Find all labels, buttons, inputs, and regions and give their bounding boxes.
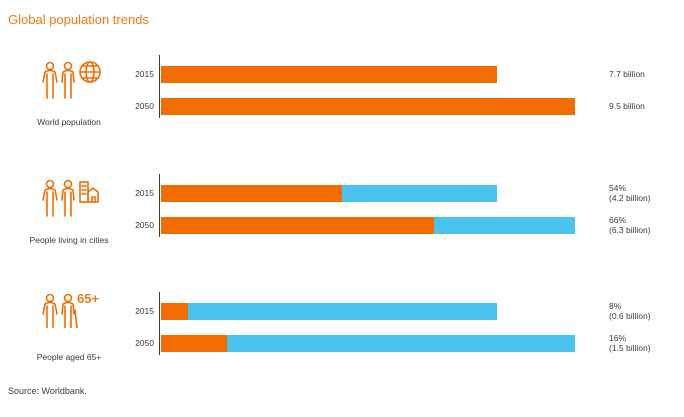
value-label: 54% (4.2 billion) bbox=[609, 183, 651, 203]
bar bbox=[161, 217, 575, 234]
bar-segment-share bbox=[161, 66, 497, 83]
bar bbox=[161, 185, 497, 202]
bar-segment-rest bbox=[227, 335, 575, 352]
group-label: People living in cities bbox=[29, 235, 109, 245]
value-label: 8% (0.6 billion) bbox=[609, 301, 651, 321]
axis-line bbox=[159, 174, 160, 237]
bar bbox=[161, 66, 497, 83]
bar-segment-rest bbox=[434, 217, 575, 234]
bar-segment-rest bbox=[342, 185, 497, 202]
bar-segment-share bbox=[161, 217, 434, 234]
group-label: World population bbox=[37, 117, 101, 127]
bar bbox=[161, 303, 497, 320]
bar bbox=[161, 335, 575, 352]
year-label: 2015 bbox=[135, 188, 154, 198]
year-label: 2015 bbox=[135, 306, 154, 316]
couple-globe-icon bbox=[40, 60, 104, 105]
axis-line bbox=[159, 55, 160, 118]
year-label: 2015 bbox=[135, 69, 154, 79]
source-note: Source: Worldbank. bbox=[8, 386, 87, 396]
value-label: 9.5 billion bbox=[609, 101, 645, 111]
group-label: People aged 65+ bbox=[36, 352, 102, 362]
axis-line bbox=[159, 292, 160, 355]
chart-title: Global population trends bbox=[8, 12, 149, 27]
age-65-icon-text: 65+ bbox=[77, 291, 100, 306]
bar-segment-share bbox=[161, 303, 188, 320]
bar-segment-share bbox=[161, 98, 575, 115]
year-label: 2050 bbox=[135, 220, 154, 230]
year-label: 2050 bbox=[135, 101, 154, 111]
value-label: 66% (6.3 billion) bbox=[609, 215, 651, 235]
couple-buildings-icon bbox=[40, 178, 104, 223]
bar bbox=[161, 98, 575, 115]
bar-segment-share bbox=[161, 185, 342, 202]
year-label: 2050 bbox=[135, 338, 154, 348]
bar-segment-rest bbox=[188, 303, 497, 320]
value-label: 7.7 billion bbox=[609, 69, 645, 79]
value-label: 16% (1.5 billion) bbox=[609, 333, 651, 353]
bar-segment-share bbox=[161, 335, 227, 352]
elderly-couple-icon bbox=[40, 288, 104, 333]
